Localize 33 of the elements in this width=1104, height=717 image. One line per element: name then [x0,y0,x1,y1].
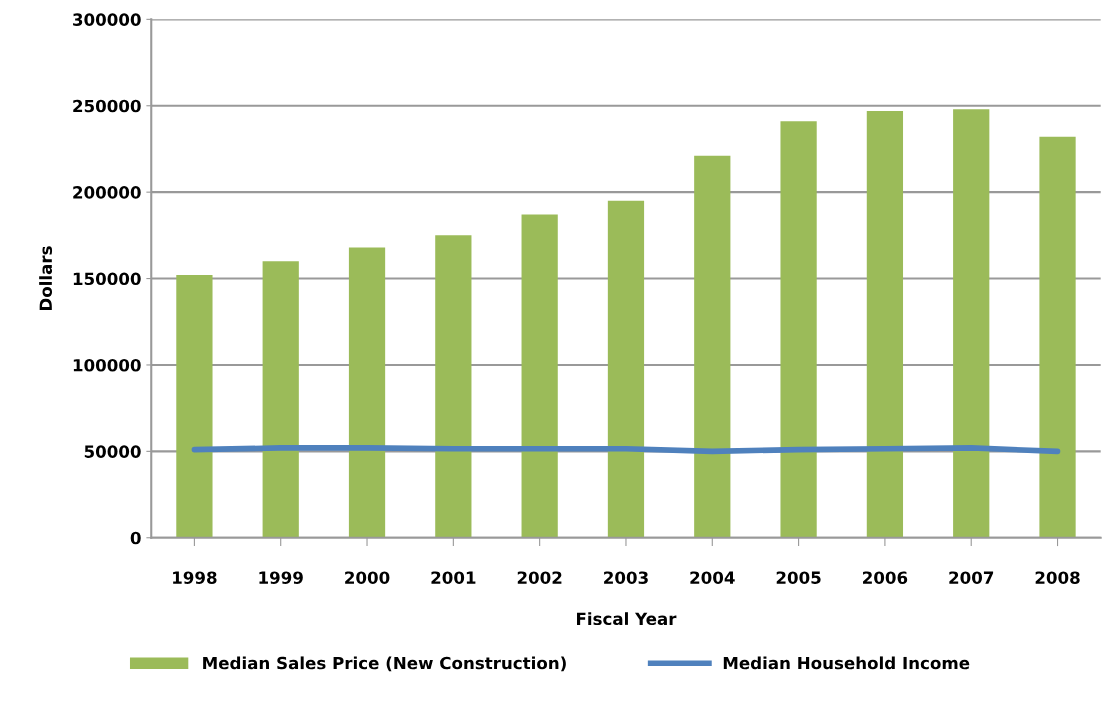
x-tick-label: 2000 [345,571,390,584]
bar [435,235,472,538]
y-tick-label: 0 [130,531,141,545]
bar [1039,136,1076,538]
bar [953,109,990,538]
x-tick-label: 1998 [173,571,217,584]
y-tick-label: 250000 [73,99,141,113]
bar [780,121,817,538]
x-tick-label: 1999 [259,571,303,584]
x-tick-label: 2006 [863,571,908,584]
x-axis-title: Fiscal Year [577,612,677,626]
bar [607,200,645,538]
legend-label: Median Household Income [723,656,970,670]
x-tick-label: 2002 [517,571,562,584]
y-tick-label: 50000 [84,445,141,458]
y-tick-label: 300000 [73,13,141,26]
y-tick-label: 100000 [73,358,141,372]
bar [866,110,904,538]
legend-label: Median Sales Price (New Construction) [203,656,566,672]
x-tick-label: 2005 [776,571,821,584]
y-tick-label: 200000 [73,186,141,199]
bar [348,247,386,538]
x-tick-label: 2007 [949,571,994,584]
y-tick-label: 150000 [73,272,141,286]
x-tick-label: 2003 [604,571,648,584]
x-tick-label: 2004 [690,571,735,584]
bar [262,261,299,538]
bar [521,214,558,538]
y-axis-title: Dollars [39,246,53,311]
x-tick-label: 2008 [1035,571,1080,584]
bar [694,155,731,538]
x-tick-label: 2001 [431,571,476,584]
bar [176,275,213,538]
